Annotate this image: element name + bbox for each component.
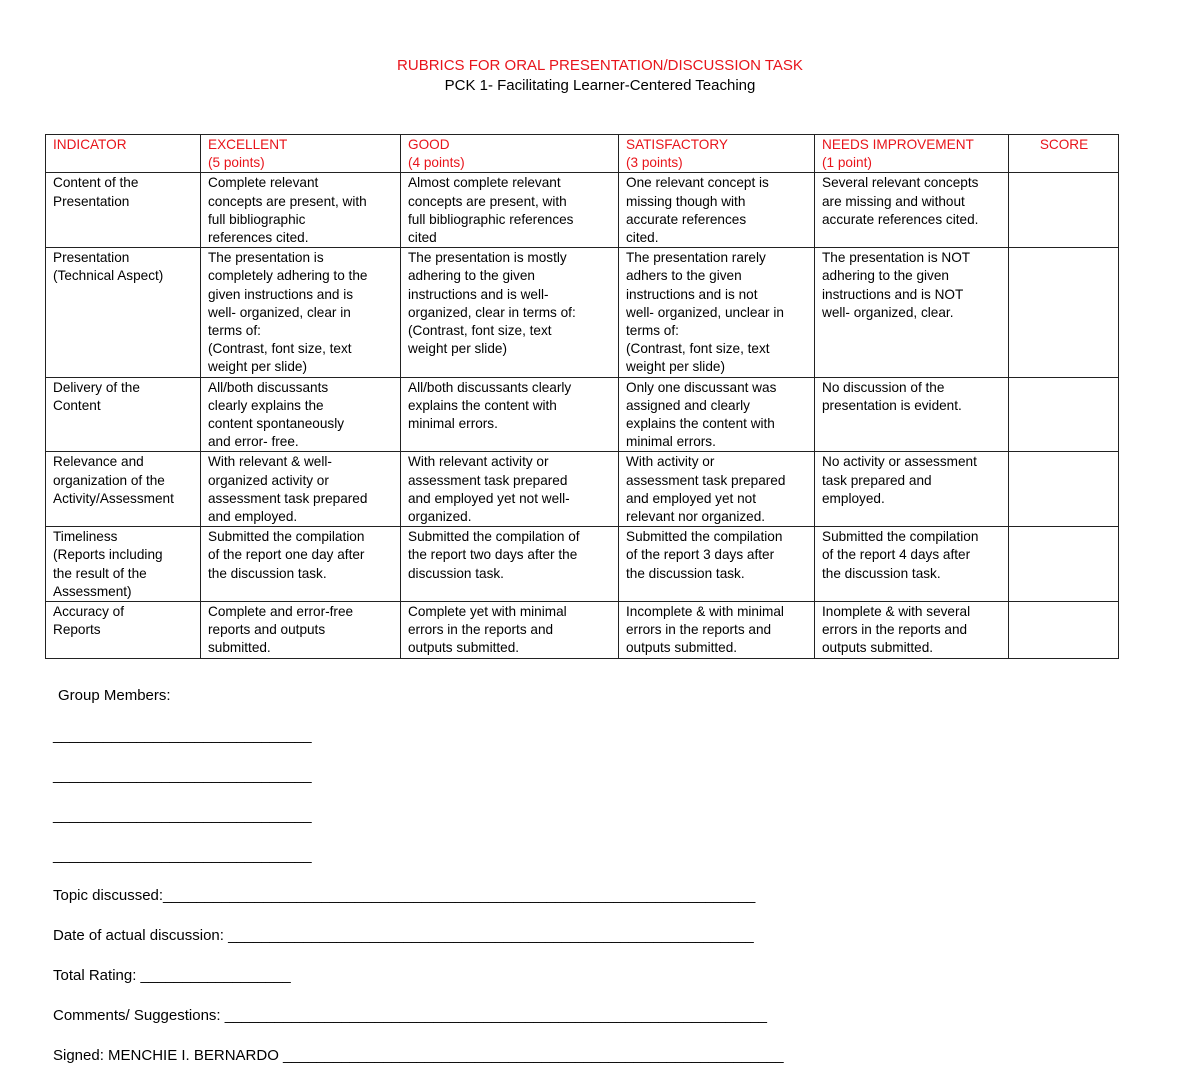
group-member-line[interactable]: _______________________________ (53, 807, 312, 824)
table-row: Presentation (Technical Aspect) The prese… (45, 247, 1119, 378)
signed-line[interactable]: Signed: MENCHIE I. BERNARDO ____________… (53, 1047, 784, 1064)
header-row: INDICATOR EXCELLENT (5 points) GOOD (4 p… (45, 133, 1119, 174)
score-cell[interactable] (1008, 526, 1119, 603)
score-cell[interactable] (1008, 451, 1119, 528)
group-member-line[interactable]: _______________________________ (53, 727, 312, 744)
excellent-cell: All/both discussants clearly explains th… (200, 376, 401, 453)
indicator-cell: Presentation (Technical Aspect) (45, 247, 201, 378)
excellent-cell: Submitted the compilation of the report … (200, 526, 401, 603)
indicator-cell: Relevance and organization of the Activi… (45, 451, 201, 528)
document-title: RUBRICS FOR ORAL PRESENTATION/DISCUSSION… (397, 57, 803, 74)
total-rating-line[interactable]: Total Rating: __________________ (53, 967, 291, 984)
indicator-cell: Content of the Presentation (45, 172, 201, 249)
good-cell: Almost complete relevant concepts are pr… (400, 172, 619, 249)
header-good: GOOD (4 points) (400, 133, 619, 174)
table-row: Accuracy of Reports Complete and error-fr… (45, 601, 1119, 659)
table-row: Timeliness (Reports including the result… (45, 526, 1119, 603)
group-member-line[interactable]: _______________________________ (53, 847, 312, 864)
footer-form: Group Members: _________________________… (53, 666, 784, 1086)
excellent-cell: With relevant & well- organized activity… (200, 451, 401, 528)
needs-improvement-cell: No activity or assessment task prepared … (814, 451, 1009, 528)
table-row: Delivery of the Content All/both discussa… (45, 376, 1119, 453)
indicator-cell: Accuracy of Reports (45, 601, 201, 659)
group-member-line[interactable]: _______________________________ (53, 767, 312, 784)
rubric-table: INDICATOR EXCELLENT (5 points) GOOD (4 p… (45, 133, 1119, 659)
good-cell: Complete yet with minimal errors in the … (400, 601, 619, 659)
excellent-cell: The presentation is completely adhering … (200, 247, 401, 378)
indicator-cell: Delivery of the Content (45, 376, 201, 453)
needs-improvement-cell: Several relevant concepts are missing an… (814, 172, 1009, 249)
needs-improvement-cell: The presentation is NOT adhering to the … (814, 247, 1009, 378)
header-satisfactory: SATISFACTORY (3 points) (618, 133, 815, 174)
excellent-cell: Complete relevant concepts are present, … (200, 172, 401, 249)
table-row: Content of the Presentation Complete rele… (45, 172, 1119, 249)
satisfactory-cell: Only one discussant was assigned and cle… (618, 376, 815, 453)
header-indicator: INDICATOR (45, 133, 201, 174)
satisfactory-cell: With activity or assessment task prepare… (618, 451, 815, 528)
date-line[interactable]: Date of actual discussion: _____________… (53, 927, 754, 944)
header-needs-improvement: NEEDS IMPROVEMENT (1 point) (814, 133, 1009, 174)
table-row: Relevance and organization of the Activi… (45, 451, 1119, 528)
satisfactory-cell: The presentation rarely adhers to the gi… (618, 247, 815, 378)
good-cell: All/both discussants clearly explains th… (400, 376, 619, 453)
score-cell[interactable] (1008, 376, 1119, 453)
indicator-cell: Timeliness (Reports including the result… (45, 526, 201, 603)
good-cell: The presentation is mostly adhering to t… (400, 247, 619, 378)
needs-improvement-cell: Submitted the compilation of the report … (814, 526, 1009, 603)
header-excellent: EXCELLENT (5 points) (200, 133, 401, 174)
comments-line[interactable]: Comments/ Suggestions: _________________… (53, 1007, 767, 1024)
satisfactory-cell: One relevant concept is missing though w… (618, 172, 815, 249)
score-cell[interactable] (1008, 601, 1119, 659)
needs-improvement-cell: No discussion of the presentation is evi… (814, 376, 1009, 453)
good-cell: Submitted the compilation of the report … (400, 526, 619, 603)
satisfactory-cell: Submitted the compilation of the report … (618, 526, 815, 603)
satisfactory-cell: Incomplete & with minimal errors in the … (618, 601, 815, 659)
needs-improvement-cell: Inomplete & with several errors in the r… (814, 601, 1009, 659)
score-cell[interactable] (1008, 247, 1119, 378)
document-subtitle: PCK 1- Facilitating Learner-Centered Tea… (444, 77, 756, 94)
good-cell: With relevant activity or assessment tas… (400, 451, 619, 528)
topic-line[interactable]: Topic discussed:________________________… (53, 887, 756, 904)
score-cell[interactable] (1008, 172, 1119, 249)
excellent-cell: Complete and error-free reports and outp… (200, 601, 401, 659)
group-members-label: Group Members: (58, 687, 171, 704)
header-score: SCORE (1008, 133, 1119, 174)
